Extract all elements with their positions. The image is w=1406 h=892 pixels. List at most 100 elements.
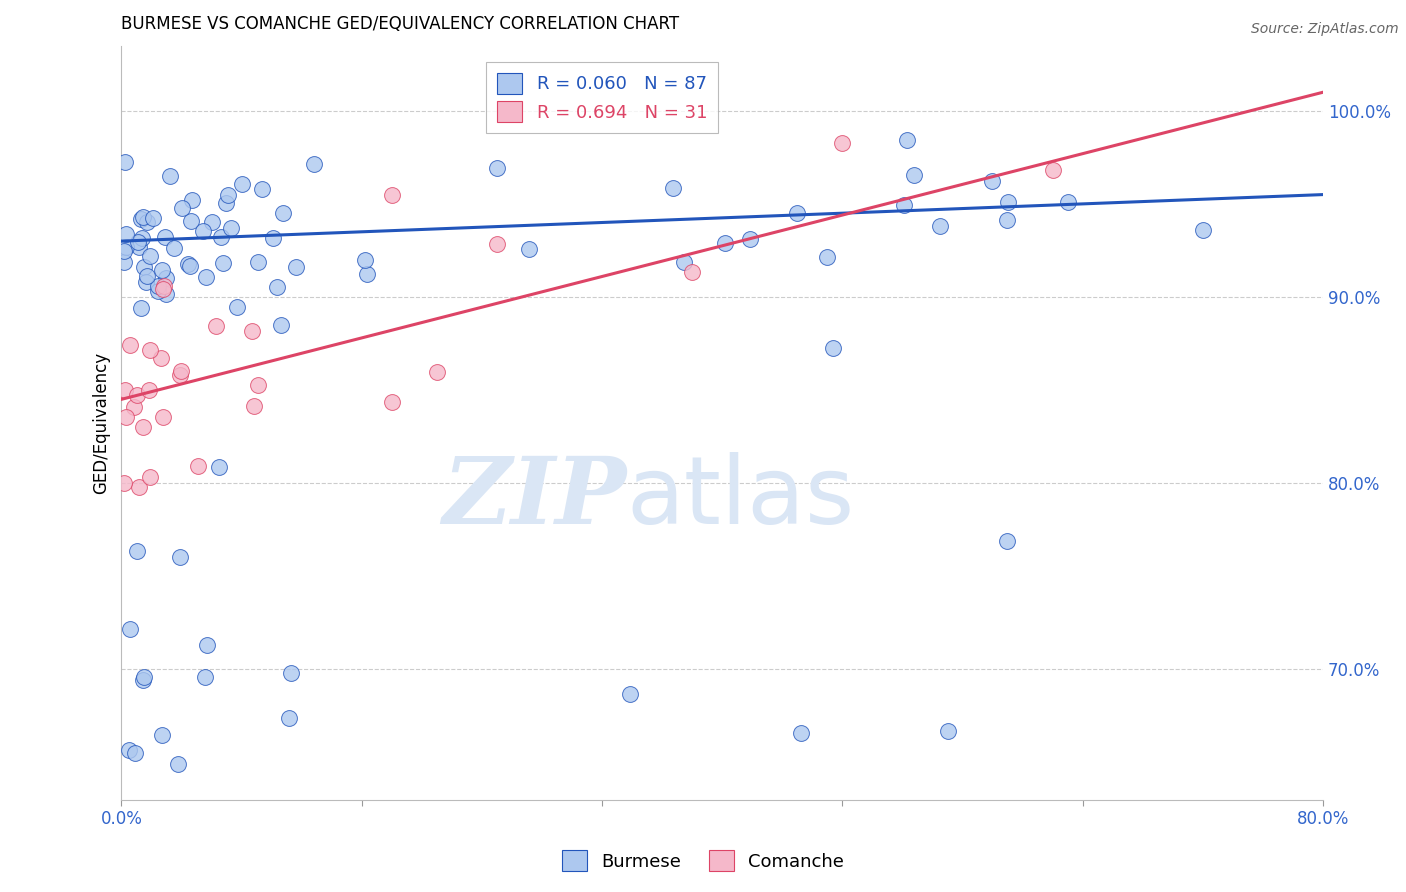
Point xyxy=(155,287,177,301)
Point xyxy=(132,260,155,274)
Point xyxy=(893,198,915,212)
Point xyxy=(131,230,153,244)
Point xyxy=(187,458,209,473)
Point xyxy=(204,319,226,334)
Point xyxy=(252,181,274,195)
Point xyxy=(139,470,162,484)
Text: ZIP: ZIP xyxy=(441,453,626,543)
Point xyxy=(179,260,201,274)
Point xyxy=(662,180,685,194)
Point xyxy=(903,168,925,182)
Point xyxy=(381,187,404,202)
Point xyxy=(217,188,239,202)
Point xyxy=(115,227,138,241)
Point xyxy=(195,270,218,285)
Point xyxy=(225,300,247,314)
Point xyxy=(262,231,284,245)
Point xyxy=(1056,194,1078,209)
Point xyxy=(981,174,1004,188)
Point xyxy=(177,256,200,270)
Point xyxy=(426,365,449,379)
Point xyxy=(163,241,186,255)
Point xyxy=(118,622,141,636)
Point xyxy=(169,549,191,564)
Point xyxy=(304,156,326,170)
Point xyxy=(170,364,193,378)
Point xyxy=(936,723,959,738)
Point xyxy=(195,638,218,652)
Point xyxy=(146,285,169,299)
Legend: R = 0.060   N = 87, R = 0.694   N = 31: R = 0.060 N = 87, R = 0.694 N = 31 xyxy=(486,62,718,133)
Point xyxy=(1042,163,1064,178)
Point xyxy=(127,235,149,249)
Point xyxy=(517,243,540,257)
Point xyxy=(127,544,149,558)
Point xyxy=(114,155,136,169)
Point xyxy=(219,220,242,235)
Point xyxy=(215,196,238,211)
Point xyxy=(271,206,294,220)
Point xyxy=(129,301,152,315)
Point xyxy=(142,211,165,226)
Point xyxy=(485,236,508,251)
Point xyxy=(246,377,269,392)
Point xyxy=(681,265,703,279)
Point xyxy=(132,420,155,434)
Point xyxy=(150,728,173,742)
Point xyxy=(209,230,232,244)
Point xyxy=(789,726,811,740)
Point xyxy=(673,254,696,268)
Point xyxy=(619,687,641,701)
Point xyxy=(120,338,142,352)
Point xyxy=(135,268,157,283)
Point xyxy=(150,351,173,365)
Point xyxy=(896,133,918,147)
Point xyxy=(115,240,138,254)
Point xyxy=(815,250,838,264)
Point xyxy=(138,249,160,263)
Point xyxy=(208,460,231,475)
Point xyxy=(155,271,177,285)
Point xyxy=(928,219,950,233)
Point xyxy=(997,194,1019,209)
Point xyxy=(166,756,188,771)
Point xyxy=(738,232,761,246)
Point xyxy=(285,260,308,274)
Point xyxy=(995,534,1018,549)
Point xyxy=(278,711,301,725)
Point xyxy=(132,673,155,688)
Point xyxy=(114,255,136,269)
Point xyxy=(246,254,269,268)
Point xyxy=(831,136,853,150)
Point xyxy=(131,210,153,224)
Point xyxy=(280,666,302,681)
Point xyxy=(231,177,253,191)
Point xyxy=(201,215,224,229)
Point xyxy=(135,275,157,289)
Point xyxy=(132,670,155,684)
Point xyxy=(169,368,191,382)
Text: atlas: atlas xyxy=(626,452,855,544)
Point xyxy=(786,206,808,220)
Point xyxy=(118,743,141,757)
Point xyxy=(995,212,1018,227)
Point xyxy=(146,279,169,293)
Point xyxy=(356,267,378,281)
Point xyxy=(1192,223,1215,237)
Point xyxy=(115,410,138,425)
Point xyxy=(159,169,181,183)
Point xyxy=(266,279,288,293)
Point xyxy=(153,230,176,244)
Point xyxy=(170,201,193,215)
Point xyxy=(138,383,160,397)
Point xyxy=(128,240,150,254)
Point xyxy=(270,318,292,332)
Point xyxy=(114,384,136,398)
Point xyxy=(129,212,152,227)
Point xyxy=(180,214,202,228)
Point xyxy=(124,746,146,760)
Point xyxy=(125,388,148,402)
Point xyxy=(485,161,508,176)
Point xyxy=(122,400,145,414)
Point xyxy=(194,670,217,684)
